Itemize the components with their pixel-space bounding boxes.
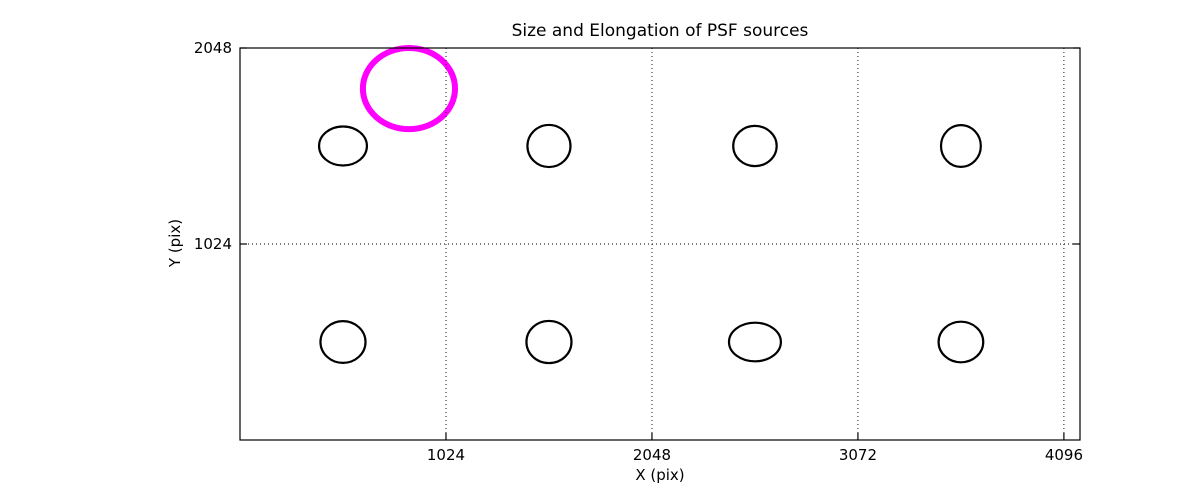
x-axis-label: X (pix) bbox=[635, 466, 685, 484]
x-tick-label-1024: 1024 bbox=[427, 446, 465, 464]
chart-title: Size and Elongation of PSF sources bbox=[511, 21, 809, 41]
psf-source-ellipses bbox=[317, 125, 369, 167]
axes-frame bbox=[239, 47, 1081, 441]
x-tick-label-3072: 3072 bbox=[839, 446, 877, 464]
psf-source-ellipses bbox=[732, 124, 778, 168]
psf-source-ellipses bbox=[526, 123, 572, 169]
x-tick-label-2048: 2048 bbox=[633, 446, 671, 464]
y-tick-label-1024: 1024 bbox=[194, 235, 232, 253]
y-axis-label: Y (pix) bbox=[166, 218, 184, 268]
y-tick-label-2048: 2048 bbox=[194, 39, 232, 57]
psf-source-ellipses bbox=[525, 319, 573, 365]
psf-source-ellipses bbox=[727, 321, 782, 363]
x-tick-label-4096: 4096 bbox=[1045, 446, 1083, 464]
psf-source-ellipses bbox=[937, 320, 985, 364]
psf-source-ellipses bbox=[939, 124, 982, 168]
highlight-reference-ellipse bbox=[359, 45, 459, 133]
psf-source-ellipses bbox=[319, 320, 367, 364]
